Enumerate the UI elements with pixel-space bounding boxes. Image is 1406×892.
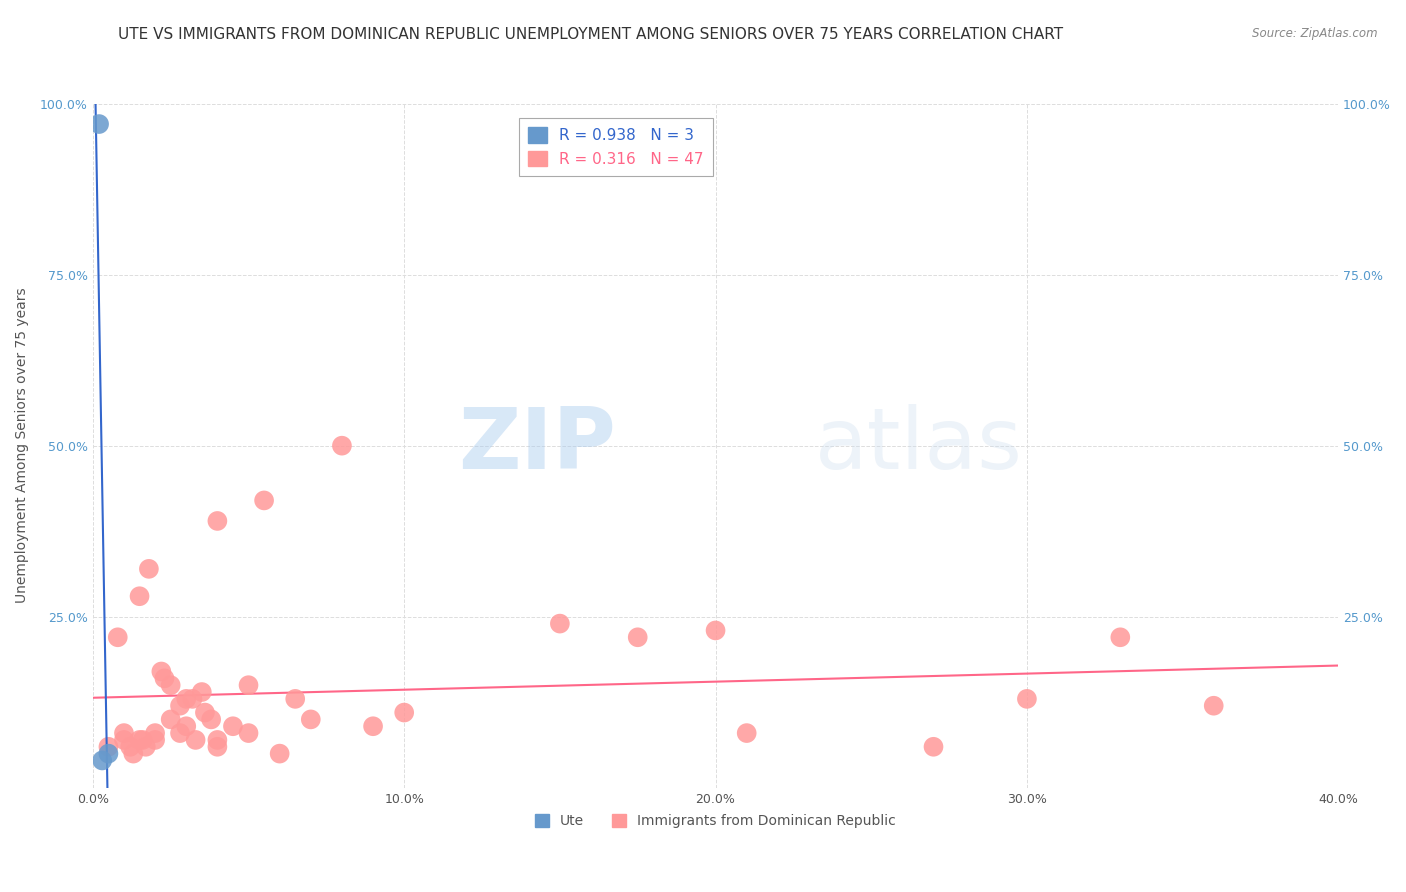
Point (238, 678, 260, 692)
Point (704, 624, 727, 638)
Point (97, 739, 120, 754)
Point (174, 719, 197, 733)
Point (1202, 698, 1225, 713)
Point (120, 739, 142, 754)
Point (330, 439, 353, 453)
Point (153, 671, 176, 685)
Point (548, 616, 571, 631)
Point (194, 706, 217, 720)
Point (184, 733, 207, 747)
Point (284, 691, 307, 706)
Point (238, 726, 260, 740)
Point (269, 747, 291, 761)
Point (200, 713, 222, 727)
Text: atlas: atlas (815, 404, 1024, 487)
Point (361, 719, 384, 733)
Point (922, 739, 945, 754)
Point (122, 747, 145, 761)
Point (143, 726, 166, 740)
Point (128, 733, 150, 747)
Point (735, 726, 758, 740)
Point (131, 733, 153, 747)
Point (181, 691, 204, 706)
Point (159, 678, 181, 692)
Point (128, 589, 150, 603)
Point (253, 493, 276, 508)
Legend: Ute, Immigrants from Dominican Republic: Ute, Immigrants from Dominican Republic (531, 810, 900, 832)
Point (207, 733, 229, 747)
Point (1109, 630, 1132, 644)
Point (392, 706, 415, 720)
Point (138, 562, 160, 576)
Point (169, 726, 191, 740)
Point (87, 117, 110, 131)
Point (169, 698, 191, 713)
Point (207, 514, 229, 528)
Point (159, 713, 181, 727)
Point (222, 719, 245, 733)
Point (107, 630, 129, 644)
Point (191, 685, 214, 699)
Point (112, 733, 135, 747)
Text: UTE VS IMMIGRANTS FROM DOMINICAN REPUBLIC UNEMPLOYMENT AMONG SENIORS OVER 75 YEA: UTE VS IMMIGRANTS FROM DOMINICAN REPUBLI… (118, 27, 1063, 42)
Point (627, 630, 650, 644)
Point (299, 713, 322, 727)
Point (150, 665, 173, 679)
Point (1015, 691, 1038, 706)
Point (174, 691, 197, 706)
Text: ZIP: ZIP (458, 404, 616, 487)
Text: Source: ZipAtlas.com: Source: ZipAtlas.com (1253, 27, 1378, 40)
Y-axis label: Unemployment Among Seniors over 75 years: Unemployment Among Seniors over 75 years (15, 288, 30, 604)
Point (135, 739, 157, 754)
Point (207, 739, 229, 754)
Point (143, 733, 166, 747)
Point (97, 747, 120, 761)
Point (112, 726, 135, 740)
Point (91, 754, 114, 768)
